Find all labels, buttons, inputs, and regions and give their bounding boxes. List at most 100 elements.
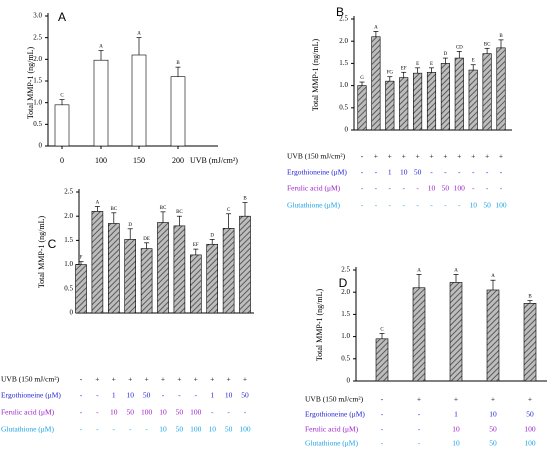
y-tick-label: 0 xyxy=(345,126,349,134)
treatment-cell: 1 xyxy=(388,168,392,177)
y-tick-label: 2.0 xyxy=(64,212,73,220)
treatment-cell: - xyxy=(381,395,384,404)
bar xyxy=(239,215,251,314)
treatment-cell: + xyxy=(144,375,148,384)
bar xyxy=(173,225,186,314)
panel-a: A 0 0.5 1.0 1.5 2.0 2.5 3.0 Total MMP-1 (ng/mL) C… xyxy=(26,10,238,165)
treatment-cell: - xyxy=(472,184,475,193)
treatment-cell: + xyxy=(243,375,247,384)
treatment-cell: - xyxy=(418,425,421,434)
treatment-cell: - xyxy=(361,201,364,210)
treatment-cell: 100 xyxy=(524,425,536,434)
y-tick-label: 1.5 xyxy=(33,77,42,85)
significance-letter: BC xyxy=(160,206,167,211)
treatment-row-label: Glutathione (μM) xyxy=(287,201,340,210)
treatment-cell: + xyxy=(417,395,421,404)
treatment-cell: - xyxy=(486,184,489,193)
treatment-cell: 10 xyxy=(208,425,216,434)
treatment-cell: - xyxy=(458,201,461,210)
treatment-cell: 10 xyxy=(469,201,477,210)
treatment-cell: + xyxy=(161,375,165,384)
significance-letter: B xyxy=(243,197,247,202)
treatment-cell: + xyxy=(194,375,198,384)
y-axis-label: Total MMP-1 (ng/mL) xyxy=(37,216,46,289)
significance-letter: A xyxy=(96,201,100,206)
treatment-cell: + xyxy=(471,152,475,161)
treatment-row-label: Ergothioneine (μM) xyxy=(287,168,347,177)
treatment-cell: - xyxy=(162,391,165,400)
treatment-cell: - xyxy=(227,408,230,417)
y-tick-label: 2.5 xyxy=(339,15,348,23)
panel-label: B xyxy=(336,5,344,19)
treatment-cell: + xyxy=(128,375,132,384)
treatment-cell: 50 xyxy=(414,168,422,177)
treatment-cell: 100 xyxy=(190,425,202,434)
y-axis-label: Total MMP-1 (ng/mL) xyxy=(26,47,35,120)
bar xyxy=(454,57,464,131)
treatment-cell: - xyxy=(211,408,214,417)
bar xyxy=(496,47,506,131)
treatment-cell: - xyxy=(96,391,99,400)
bar xyxy=(523,302,537,382)
bar xyxy=(375,338,389,382)
treatment-cell: - xyxy=(444,168,447,177)
significance-letter: B xyxy=(499,34,503,39)
significance-letter: A xyxy=(417,268,421,273)
y-tick-label: 3.0 xyxy=(33,12,42,20)
treatment-cell: - xyxy=(402,184,405,193)
treatment-cell: - xyxy=(244,408,247,417)
treatment-cell: 1 xyxy=(210,391,214,400)
bar xyxy=(357,85,367,131)
significance-letter: A xyxy=(374,25,378,30)
treatment-cell: 50 xyxy=(176,408,184,417)
significance-letter: G xyxy=(360,76,364,81)
bar xyxy=(190,254,202,314)
treatment-row-label: UVB (150 mJ/cm²) xyxy=(305,395,364,404)
significance-letter: B xyxy=(528,295,532,300)
significance-letter: A xyxy=(491,274,495,279)
treatment-row-label: Ferulic acid (μM) xyxy=(305,425,359,434)
treatment-cell: - xyxy=(80,375,83,384)
bar xyxy=(93,59,109,147)
treatment-cell: 10 xyxy=(110,408,118,417)
treatment-cell: + xyxy=(457,152,461,161)
treatment-cell: 50 xyxy=(176,425,184,434)
treatment-cell: - xyxy=(430,201,433,210)
significance-letter: B xyxy=(176,61,180,66)
significance-letter: E xyxy=(416,62,419,67)
treatment-cell: + xyxy=(226,375,230,384)
bar xyxy=(140,248,153,314)
treatment-row-label: Ferulic acid (μM) xyxy=(1,408,55,417)
treatment-cell: - xyxy=(500,184,503,193)
bar xyxy=(131,54,147,147)
y-tick-label: 2.0 xyxy=(341,288,350,296)
treatment-cell: - xyxy=(361,152,364,161)
y-tick-label: 0 xyxy=(70,309,74,317)
treatment-cell: - xyxy=(375,184,378,193)
y-tick-label: 1.0 xyxy=(33,98,42,106)
treatment-cell: - xyxy=(418,410,421,419)
treatment-cell: + xyxy=(415,152,419,161)
treatment-row-label: Glutathione (μM) xyxy=(1,425,54,434)
bar xyxy=(157,222,169,314)
panel-b: B 0 0.5 1.0 1.5 2.0 2.5 Total MMP-1 (ng/mL) G A FG… xyxy=(287,5,512,210)
bar xyxy=(482,53,492,131)
treatment-cell: 50 xyxy=(126,408,134,417)
treatment-cell: - xyxy=(96,408,99,417)
y-tick-label: 1.5 xyxy=(339,59,348,67)
treatment-cell: 10 xyxy=(452,425,460,434)
treatment-cell: - xyxy=(195,391,198,400)
y-tick-label: 0 xyxy=(39,142,43,150)
treatment-cell: - xyxy=(129,425,132,434)
treatment-cell: - xyxy=(486,168,489,177)
treatment-cell: - xyxy=(444,201,447,210)
treatment-cell: + xyxy=(177,375,181,384)
treatment-cell: + xyxy=(528,395,532,404)
treatment-cell: 100 xyxy=(495,201,507,210)
significance-letter: D xyxy=(128,223,132,228)
treatment-cell: - xyxy=(472,168,475,177)
treatment-cell: 1 xyxy=(112,391,116,400)
bar xyxy=(413,72,423,131)
significance-letter: C xyxy=(380,327,384,332)
